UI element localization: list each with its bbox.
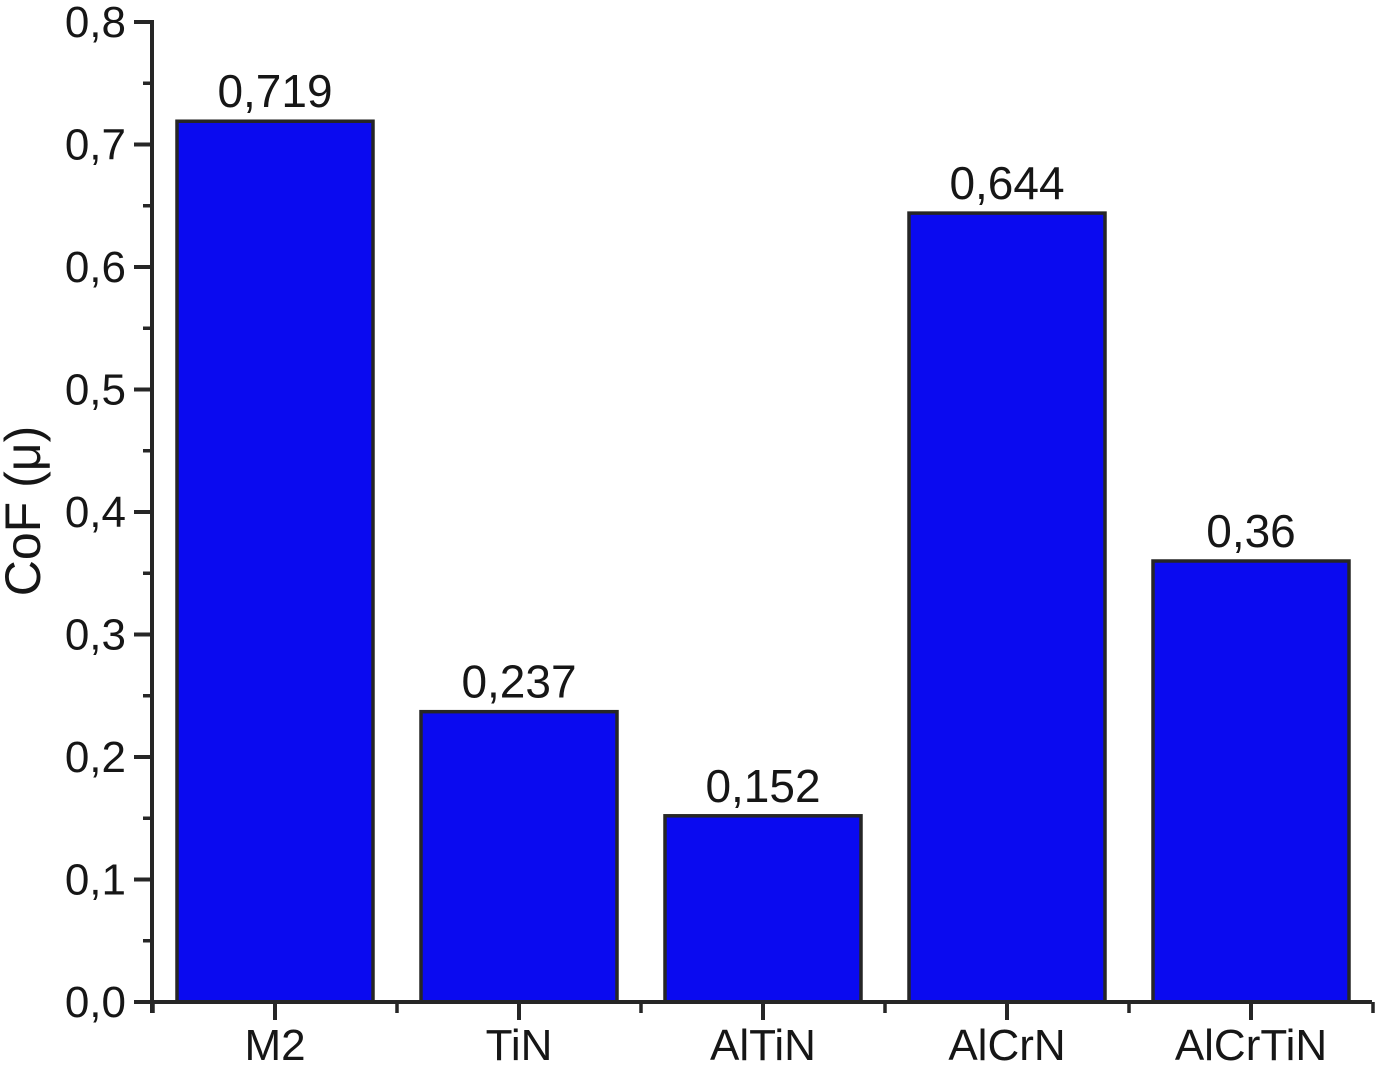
bar-value-label: 0,719	[217, 65, 332, 117]
y-tick-label: 0,4	[65, 488, 126, 537]
bar-value-label: 0,644	[949, 157, 1064, 209]
bar-tin	[419, 709, 619, 1004]
x-category-label: TiN	[486, 1021, 553, 1070]
x-category-label: M2	[244, 1021, 305, 1070]
y-tick-label: 0,0	[65, 978, 126, 1027]
bar-value-label: 0,36	[1206, 505, 1296, 557]
y-tick-label: 0,3	[65, 611, 126, 660]
bar-alcrtin	[1151, 559, 1351, 1004]
bar-value-label: 0,152	[705, 760, 820, 812]
x-category-label: AlCrN	[948, 1021, 1065, 1070]
bar-value-label: 0,237	[461, 656, 576, 708]
y-tick-label: 0,6	[65, 243, 126, 292]
bar-alcrn	[907, 211, 1107, 1004]
y-axis-title: CoF (μ)	[0, 426, 51, 596]
y-tick-label: 0,1	[65, 856, 126, 905]
x-category-label: AlCrTiN	[1175, 1021, 1327, 1070]
y-tick-label: 0,8	[65, 0, 126, 47]
y-tick-label: 0,5	[65, 366, 126, 415]
x-category-label: AlTiN	[710, 1021, 816, 1070]
bar-m2	[175, 119, 375, 1004]
y-tick-label: 0,2	[65, 733, 126, 782]
y-tick-label: 0,7	[65, 121, 126, 170]
bar-altin	[663, 814, 863, 1004]
